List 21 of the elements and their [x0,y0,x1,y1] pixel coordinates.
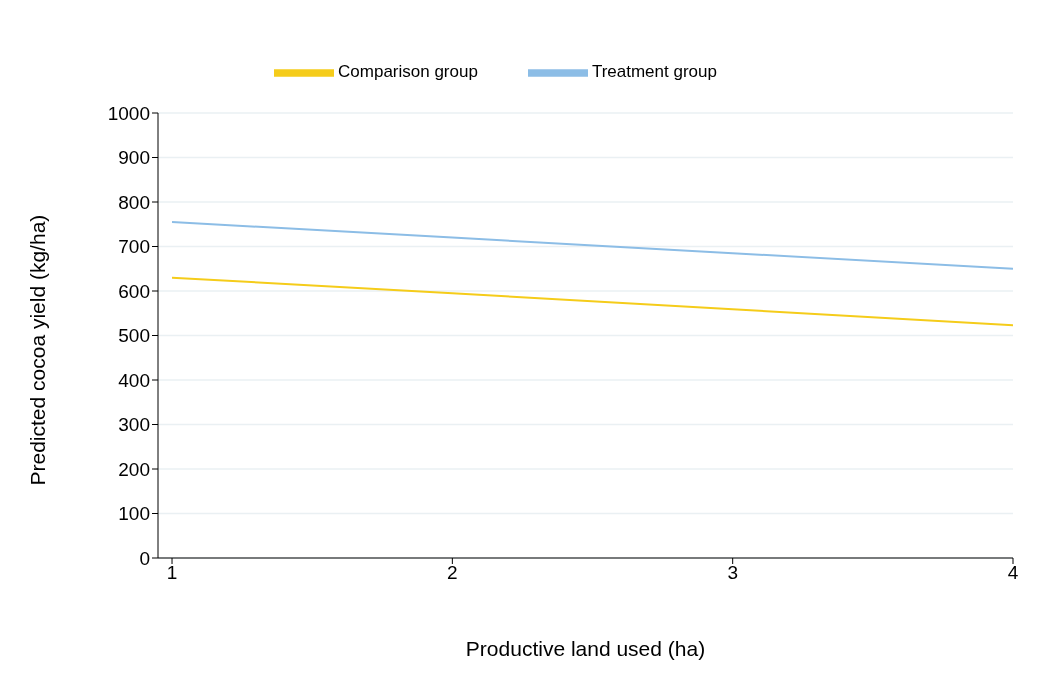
x-tick-label: 3 [727,562,738,584]
y-tick-label: 0 [139,547,150,569]
y-tick-label: 700 [118,236,150,258]
y-tick-label: 800 [118,191,150,213]
y-tick-label: 400 [118,369,150,391]
line-series [171,221,1013,270]
y-axis-title: Predicted cocoa yield (kg/ha) [26,214,50,486]
y-tick-label: 200 [118,458,150,480]
x-tick-label: 4 [1007,562,1019,584]
line-series [171,276,1013,327]
y-tick-label: 300 [118,414,150,436]
x-tick-label: 2 [447,562,458,584]
legend-label: Treatment group [591,62,717,82]
y-tick-label: 100 [118,503,150,525]
x-axis-title: Productive land used (ha) [465,637,706,660]
y-tick-label: 1000 [107,102,150,124]
y-tick-label: 500 [118,325,150,347]
legend-label: Comparison group [338,62,478,82]
y-tick-label: 900 [118,147,150,169]
y-tick-label: 600 [118,280,150,302]
x-tick-label: 1 [166,562,178,584]
